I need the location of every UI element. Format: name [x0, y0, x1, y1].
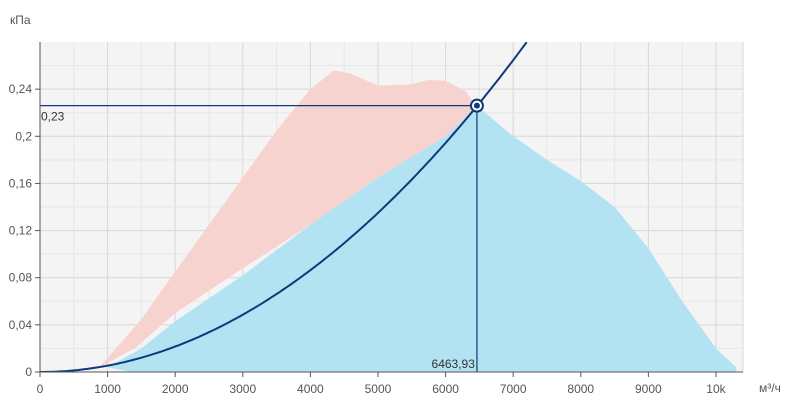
y-axis-ticks: 0 0,04 0,08 0,12 0,16 0,2 0,24	[9, 82, 40, 379]
y-tick-label-3: 0,12	[9, 224, 33, 238]
y-tick-label-2: 0,08	[9, 271, 33, 285]
y-tick-label-1: 0,04	[9, 318, 33, 332]
x-tick-label-9: 9000	[635, 382, 662, 396]
x-tick-label-10: 10k	[706, 382, 726, 396]
x-tick-label-7: 7000	[500, 382, 527, 396]
operating-point-y-label: 0,23	[41, 110, 65, 124]
y-tick-label-4: 0,16	[9, 176, 33, 190]
x-tick-label-3: 3000	[229, 382, 256, 396]
y-axis-unit: кПа	[10, 13, 31, 27]
x-tick-label-0: 0	[37, 382, 44, 396]
x-tick-label-1: 1000	[94, 382, 121, 396]
x-tick-label-2: 2000	[162, 382, 189, 396]
x-axis-ticks: 0 1000 2000 3000 4000 5000 6000 7000 8000 9000 10k	[37, 372, 727, 396]
y-tick-label-0: 0	[25, 365, 32, 379]
axes	[39, 42, 743, 373]
operating-point-dot	[473, 102, 480, 109]
y-tick-label-5: 0,2	[15, 129, 32, 143]
system-curve-line	[40, 42, 528, 372]
x-tick-label-8: 8000	[567, 382, 594, 396]
area-blue	[107, 105, 737, 372]
operating-point-marker	[469, 98, 484, 113]
x-tick-label-5: 5000	[365, 382, 392, 396]
x-tick-label-6: 6000	[432, 382, 459, 396]
operating-areas	[99, 70, 737, 372]
y-tick-label-6: 0,24	[9, 82, 33, 96]
operating-point-labels: 0,23 6463,93	[41, 110, 475, 371]
chart-labels: кПа м³/ч	[10, 13, 781, 395]
operating-point-x-label: 6463,93	[432, 357, 476, 371]
x-tick-label-4: 4000	[297, 382, 324, 396]
x-axis-unit: м³/ч	[759, 381, 781, 395]
area-pink	[99, 70, 477, 368]
system-curves	[40, 42, 528, 372]
operating-point-lines	[40, 105, 478, 372]
